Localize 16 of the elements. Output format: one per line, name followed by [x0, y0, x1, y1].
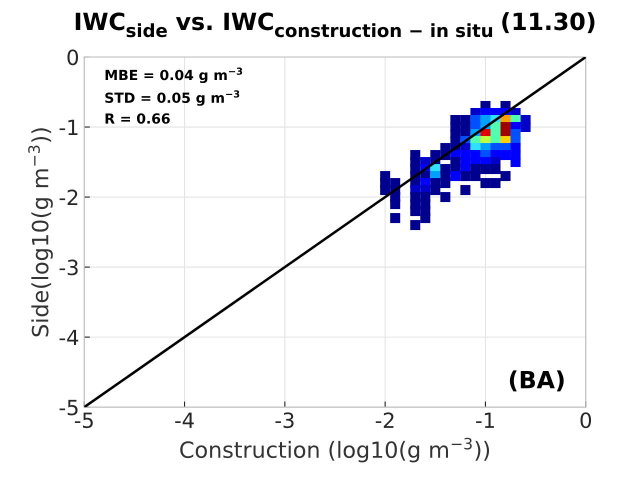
annotation: (BA): [510, 370, 564, 392]
y-tick-label: 0: [67, 49, 78, 66]
x-tick-label: -1: [476, 412, 494, 428]
annotation: STD = 0.05 g m$^{−3}$: [105, 90, 240, 106]
x-tick-label: -3: [275, 412, 294, 428]
x-tick-label: 0: [580, 412, 592, 428]
annotation: R = 0.66: [106, 113, 170, 124]
y-tick-label: -2: [60, 190, 78, 205]
y-tick-label: -4: [60, 330, 78, 346]
x-tick-label: -4: [175, 412, 194, 428]
y-tick-label: -3: [60, 260, 78, 276]
x-axis-title: Construction (log10(g m$^{−3}$)): [180, 438, 490, 462]
y-axis-title: Side(log10(g m$^{−3}$)): [28, 128, 53, 336]
annotation: MBE = 0.04 g m$^{−3}$: [106, 68, 242, 84]
y-tick-label: -1: [60, 120, 78, 135]
x-tick-label: -2: [376, 412, 394, 428]
